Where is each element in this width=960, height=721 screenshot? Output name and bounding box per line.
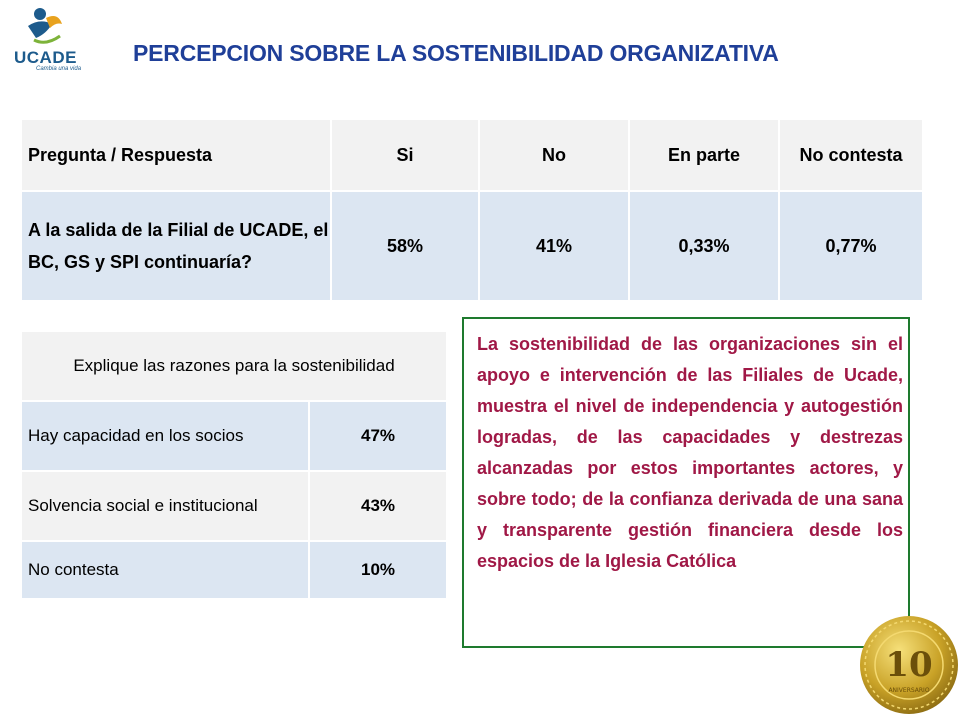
perception-table: Pregunta / Respuesta Si No En parte No c… (20, 118, 924, 302)
value-no: 41% (478, 190, 630, 302)
value-en-parte: 0,33% (628, 190, 780, 302)
page-title: PERCEPCION SOBRE LA SOSTENIBILIDAD ORGAN… (133, 40, 779, 66)
header-no-contesta: No contesta (778, 118, 924, 192)
table-row: A la salida de la Filial de UCADE, el BC… (20, 190, 924, 302)
value-si: 58% (330, 190, 480, 302)
question-cell: A la salida de la Filial de UCADE, el BC… (20, 190, 332, 302)
table-header-row: Pregunta / Respuesta Si No En parte No c… (20, 118, 924, 192)
conclusion-text: La sostenibilidad de las organizaciones … (477, 334, 903, 571)
seal-label: ANIVERSARIO (888, 687, 929, 694)
reason-label: No contesta (20, 540, 310, 600)
ucade-logo: UCADE Cambia una vida (6, 4, 98, 74)
table-row: No contesta 10% (20, 540, 448, 600)
logo-figure-icon (28, 8, 62, 44)
anniversary-seal: 10 ANIVERSARIO (858, 614, 960, 716)
reason-label: Hay capacidad en los socios (20, 400, 310, 472)
logo-tagline: Cambia una vida (36, 66, 82, 72)
reasons-table: Explique las razones para la sostenibili… (20, 330, 448, 600)
reason-label: Solvencia social e institucional (20, 470, 310, 542)
reason-value: 10% (308, 540, 448, 600)
seal-icon: 10 ANIVERSARIO (860, 616, 958, 714)
header-si: Si (330, 118, 480, 192)
reason-value: 43% (308, 470, 448, 542)
reason-value: 47% (308, 400, 448, 472)
reasons-header: Explique las razones para la sostenibili… (20, 330, 448, 402)
table-row: Hay capacidad en los socios 47% (20, 400, 448, 472)
table-row: Solvencia social e institucional 43% (20, 470, 448, 542)
header-no: No (478, 118, 630, 192)
value-no-contesta: 0,77% (778, 190, 924, 302)
reasons-header-row: Explique las razones para la sostenibili… (20, 330, 448, 402)
header-question: Pregunta / Respuesta (20, 118, 332, 192)
header-en-parte: En parte (628, 118, 780, 192)
logo-name: UCADE (14, 48, 77, 67)
seal-number: 10 (885, 645, 932, 685)
conclusion-box: La sostenibilidad de las organizaciones … (462, 317, 910, 648)
